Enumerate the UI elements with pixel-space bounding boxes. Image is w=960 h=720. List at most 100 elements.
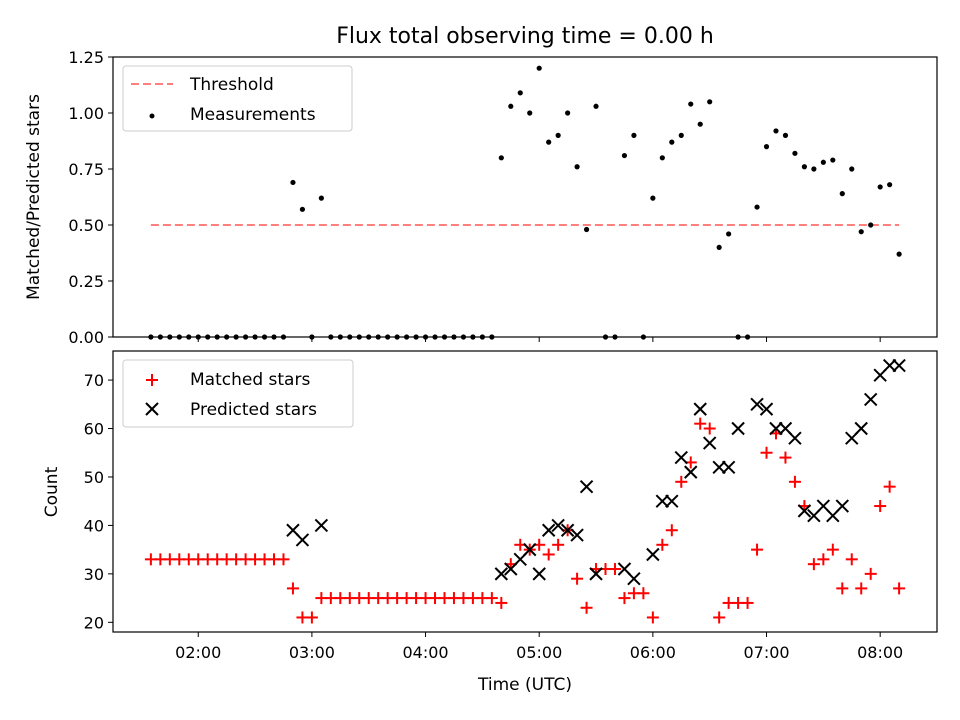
measurement-point <box>839 191 845 197</box>
matched-star-point <box>845 553 858 566</box>
top-panel-frame <box>112 56 938 338</box>
measurement-point <box>527 110 533 116</box>
top-y-tick-label: 0.00 <box>68 328 104 347</box>
legend-predicted-label: Predicted stars <box>190 400 317 420</box>
measurement-point <box>565 110 571 116</box>
matched-star-point <box>703 422 716 435</box>
predicted-star-stroke-b <box>532 567 546 581</box>
measurement-point <box>792 150 798 156</box>
matched-star-point <box>552 538 565 551</box>
matched-star-point <box>751 543 764 556</box>
predicted-star-stroke-b <box>788 431 802 445</box>
matched-star-point <box>656 538 669 551</box>
predicted-star-stroke-b <box>579 479 594 494</box>
measurement-point <box>688 101 694 107</box>
matched-star-point <box>675 475 688 488</box>
predicted-star-stroke-b <box>712 460 726 474</box>
predicted-star-stroke-b <box>646 547 660 562</box>
matched-star-point <box>741 596 754 609</box>
measurement-point <box>318 195 324 201</box>
predicted-star-stroke-b <box>797 504 812 518</box>
matched-star-point <box>779 451 792 464</box>
predicted-star-stroke-b <box>494 567 509 581</box>
bottom-panel: 20 30 40 50 60 70 02:00 03:00 04:00 05:00 06:00 07… <box>42 350 938 695</box>
predicted-star-point <box>892 358 906 373</box>
matched-star-point <box>542 548 555 561</box>
predicted-star-point <box>579 479 594 494</box>
measurement-point <box>290 179 296 186</box>
matched-star-point <box>713 611 726 624</box>
bottom-y-tick-label: 20 <box>84 613 104 632</box>
predicted-star-point <box>759 402 774 416</box>
matched-star-point <box>277 553 290 566</box>
predicted-star-stroke-b <box>627 571 641 586</box>
predicted-star-point <box>788 431 802 445</box>
predicted-star-point <box>541 523 556 537</box>
matched-star-point <box>883 480 896 493</box>
measurement-point <box>896 251 902 257</box>
matched-star-point <box>893 582 906 595</box>
legend-matched-swatch <box>146 374 158 386</box>
measurement-point <box>820 159 826 165</box>
top-panel: 0.00 0.25 0.50 0.75 1.00 1.25 Matched/Predict… <box>24 48 938 347</box>
predicted-star-point <box>589 567 603 581</box>
matched-star-point <box>665 524 678 537</box>
matched-star-point <box>495 596 508 609</box>
predicted-star-stroke-b <box>617 562 632 576</box>
chart-title: Flux total observing time = 0.00 h <box>336 24 714 49</box>
matched-star-point <box>826 543 839 556</box>
top-legend: Threshold Measurements <box>122 65 353 132</box>
measurement-point <box>678 132 684 138</box>
predicted-star-stroke-b <box>523 542 537 557</box>
bottom-y-tick-label: 30 <box>84 565 104 584</box>
predicted-star-point <box>750 397 764 412</box>
matched-star-point <box>618 592 631 605</box>
measurement-point <box>849 166 855 172</box>
predicted-star-point <box>627 571 641 586</box>
predicted-star-point <box>314 518 329 533</box>
top-y-tick-label: 0.50 <box>68 216 104 235</box>
predicted-star-stroke-b <box>560 523 575 537</box>
measurement-point <box>801 164 808 170</box>
predicted-star-stroke-b <box>882 358 897 373</box>
predicted-star-stroke-b <box>674 450 688 465</box>
predicted-star-stroke-b <box>314 518 329 533</box>
predicted-star-point <box>646 547 660 562</box>
bottom-x-ticks: 02:00 03:00 04:00 05:00 06:00 07:00 08:00 <box>175 632 903 662</box>
measurement-point <box>650 195 656 201</box>
predicted-star-stroke-b <box>655 494 670 508</box>
predicted-star-point <box>494 567 509 581</box>
x-tick-label: 06:00 <box>630 643 676 662</box>
x-axis-label: Time (UTC) <box>477 675 572 695</box>
bottom-legend: Matched stars Predicted stars <box>122 359 354 428</box>
measurement-point <box>773 128 779 134</box>
x-tick-label: 05:00 <box>516 643 562 662</box>
measurement-point <box>536 65 542 71</box>
predicted-star-stroke-b <box>863 392 878 407</box>
measurement-point <box>782 132 789 138</box>
predicted-star-stroke-b <box>769 421 783 436</box>
predicted-star-point <box>797 504 812 518</box>
legend-matched-label: Matched stars <box>190 370 310 390</box>
predicted-star-point <box>523 542 537 557</box>
predicted-star-stroke-b <box>570 528 584 542</box>
matched-star-point <box>608 563 621 576</box>
matched-star-point <box>760 446 773 459</box>
matched-star-point <box>286 582 299 595</box>
predicted-star-point <box>560 523 575 537</box>
bottom-y-tick-label: 70 <box>84 371 104 390</box>
matched-star-point <box>485 592 498 605</box>
measurement-point <box>811 166 817 172</box>
measurement-point <box>669 139 675 145</box>
measurement-point <box>583 226 590 233</box>
predicted-star-stroke-b <box>750 397 764 412</box>
measurement-point <box>546 139 552 145</box>
matched-star-point <box>874 500 887 513</box>
predicted-star-point <box>882 358 897 373</box>
bottom-y-tick-label: 60 <box>84 420 104 439</box>
matched-star-point <box>571 572 584 585</box>
predicted-star-point <box>854 421 868 436</box>
predicted-star-point <box>295 533 310 547</box>
matched-star-point <box>580 601 593 614</box>
